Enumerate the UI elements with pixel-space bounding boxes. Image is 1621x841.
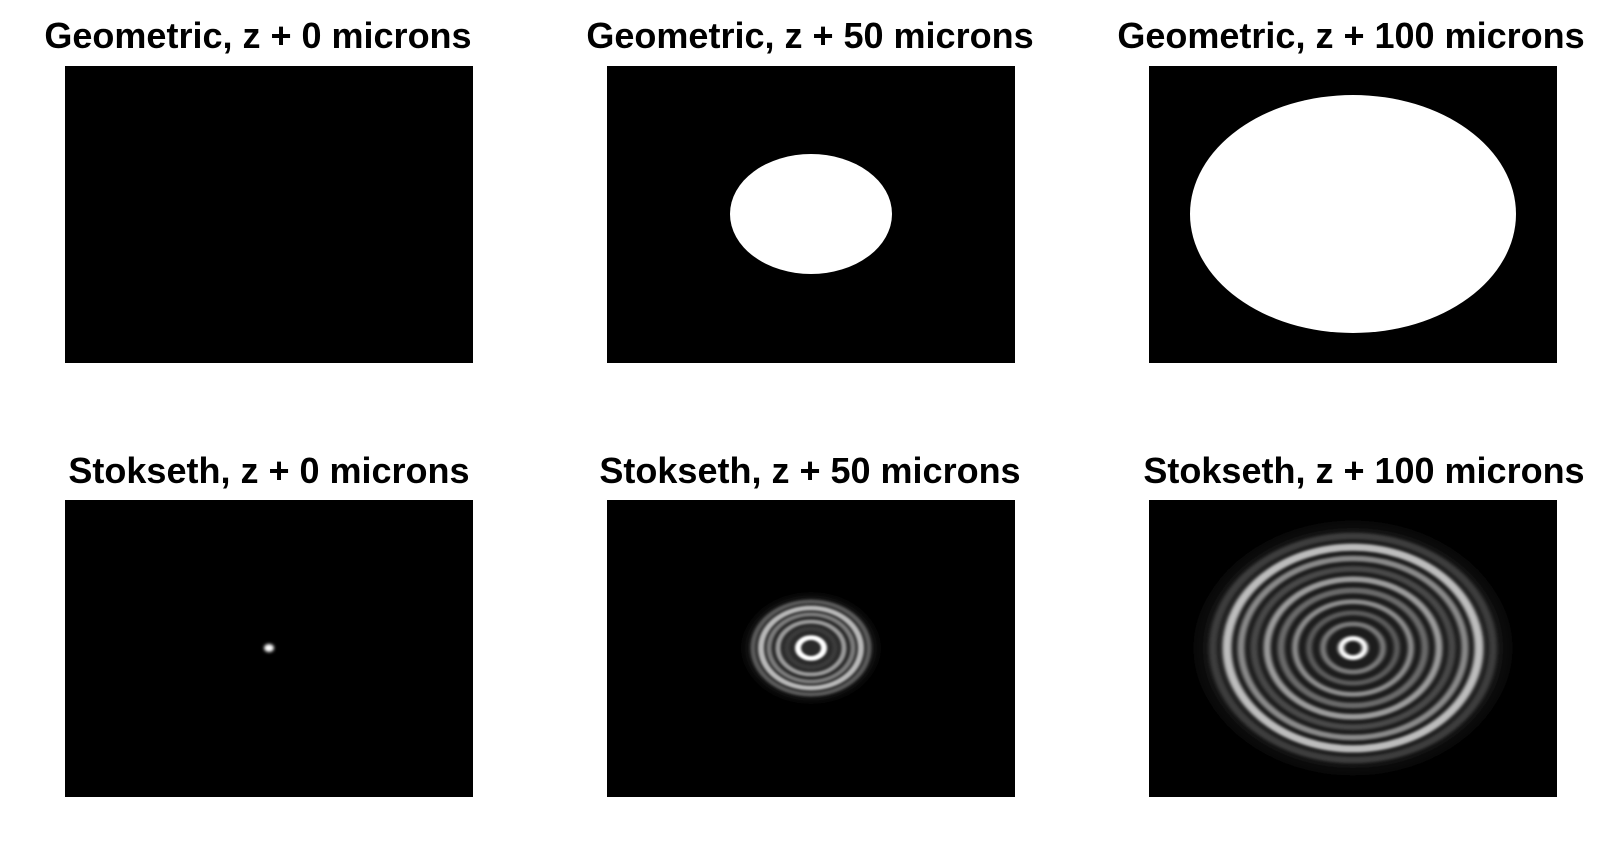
stokseth-50-ring-dim bbox=[784, 626, 838, 670]
geometric-0-image bbox=[65, 66, 473, 363]
stokseth-0-image bbox=[65, 500, 473, 797]
stokseth-100-svg bbox=[1149, 500, 1557, 797]
stokseth-100-ring-6 bbox=[1306, 610, 1400, 686]
panel-title-geometric-50: Geometric, z + 50 microns bbox=[586, 15, 1034, 56]
stokseth-100-ring-group bbox=[1203, 528, 1503, 768]
stokseth-100-central-ring bbox=[1338, 635, 1368, 661]
stokseth-50-ring-inner bbox=[775, 619, 847, 677]
stokseth-100-halo bbox=[1203, 528, 1503, 768]
stokseth-0-svg bbox=[65, 500, 473, 797]
stokseth-50-ring-outer bbox=[750, 599, 872, 697]
stokseth-100-ring-7 bbox=[1320, 621, 1386, 675]
panel-title-stokseth-0: Stokseth, z + 0 microns bbox=[68, 450, 470, 491]
geometric-100-svg bbox=[1149, 66, 1557, 363]
geometric-100-blur-disk bbox=[1190, 95, 1516, 333]
stokseth-50-ring-group bbox=[749, 598, 873, 698]
geometric-100-image bbox=[1149, 66, 1557, 363]
stokseth-100-ring-3 bbox=[1263, 576, 1443, 720]
stokseth-100-ring-5 bbox=[1292, 599, 1414, 697]
stokseth-50-svg bbox=[607, 500, 1015, 797]
panel-title-geometric-100: Geometric, z + 100 microns bbox=[1117, 15, 1585, 56]
panel-title-stokseth-100: Stokseth, z + 100 microns bbox=[1143, 450, 1585, 491]
stokseth-0-point-spread bbox=[264, 644, 274, 652]
stokseth-100-ring-2 bbox=[1250, 565, 1456, 731]
geometric-50-image bbox=[607, 66, 1015, 363]
panel-title-stokseth-50: Stokseth, z + 50 microns bbox=[599, 450, 1021, 491]
stokseth-50-ring-mid bbox=[766, 612, 856, 684]
geometric-50-blur-disk bbox=[730, 154, 892, 274]
geometric-50-svg bbox=[607, 66, 1015, 363]
stokseth-100-ring-outer-dim bbox=[1209, 532, 1497, 764]
panel-title-geometric-0: Geometric, z + 0 microns bbox=[44, 15, 472, 56]
stokseth-100-image bbox=[1149, 500, 1557, 797]
stokseth-50-ring-bright bbox=[758, 605, 864, 691]
geometric-0-background bbox=[65, 66, 473, 363]
stokseth-100-ring-outer-bright bbox=[1222, 543, 1484, 753]
geometric-0-svg bbox=[65, 66, 473, 363]
stokseth-100-ring-4 bbox=[1277, 587, 1429, 709]
stokseth-50-image bbox=[607, 500, 1015, 797]
stokseth-100-ring-1 bbox=[1237, 555, 1469, 741]
stokseth-50-central-ring bbox=[795, 635, 827, 661]
